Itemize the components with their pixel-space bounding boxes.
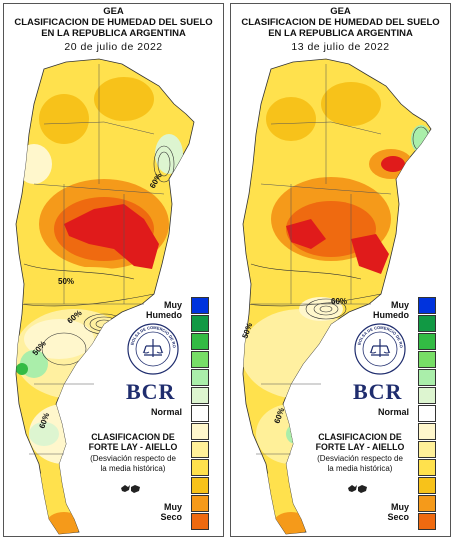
bcr-brand: BCR (353, 379, 403, 404)
legend-swatch (191, 351, 209, 368)
bcr-seal-icon: BOLSA DE COMERCIO DE ROSARIO (126, 322, 179, 375)
legend-normal-label: Normal (377, 407, 409, 417)
legend-swatch (191, 315, 209, 332)
legend-swatch (418, 405, 436, 422)
classification-title: CLASIFICACION DE FORTE LAY - AIELLO (74, 432, 192, 452)
legend-swatch (191, 387, 209, 404)
legend-swatch (191, 459, 209, 476)
legend-swatch (191, 477, 209, 494)
legend-swatch (191, 333, 209, 350)
map-date: 20 de julio de 2022 (64, 41, 163, 53)
classification-note1: (Desviación respecto de (317, 454, 403, 463)
classification-note2: la media histórica) (100, 463, 166, 473)
classification-note1: (Desviación respecto de (90, 454, 176, 463)
bcr-seal-icon: BOLSA DE COMERCIO DE ROSARIO (353, 322, 406, 375)
malvinas-islands-icon (348, 485, 367, 493)
legend-swatch (191, 495, 209, 512)
legend-swatch (191, 441, 209, 458)
legend-swatch (418, 423, 436, 440)
legend-wet-label: Muy Humedo (146, 300, 182, 320)
legend-scale (418, 297, 436, 531)
argentina-map-right: 60% 50% 60% (240, 58, 432, 535)
legend-swatch (418, 333, 436, 350)
title-line-1: CLASIFICACION DE HUMEDAD DEL SUELO (241, 17, 440, 28)
legend-swatch (191, 297, 209, 314)
legend-swatch (418, 495, 436, 512)
legend-normal-label: Normal (150, 407, 182, 417)
legend-swatch (418, 351, 436, 368)
contour-label: 50% (58, 277, 74, 286)
legend-swatch (418, 315, 436, 332)
legend-swatch (418, 297, 436, 314)
legend-dry-label: Muy Seco (160, 502, 182, 522)
map-panel-left: 60% 60% 50% 50% 60% GEA CLASIFICACION DE… (3, 3, 224, 537)
classification-note: (Desviación respecto de la media históri… (301, 454, 419, 473)
legend-swatch (191, 423, 209, 440)
org-label: GEA (330, 6, 351, 17)
bcr-brand: BCR (126, 379, 176, 404)
classification-line2: FORTE LAY - AIELLO (315, 442, 405, 452)
legend-swatch (418, 477, 436, 494)
title-line-1: CLASIFICACION DE HUMEDAD DEL SUELO (14, 17, 213, 28)
classification-line1: CLASIFICACION DE (91, 432, 175, 442)
classification-title: CLASIFICACION DE FORTE LAY - AIELLO (301, 432, 419, 452)
legend-scale (191, 297, 209, 531)
title-line-2: EN LA REPUBLICA ARGENTINA (268, 28, 413, 39)
legend-swatch (191, 405, 209, 422)
map-panel-right: 60% 50% 60% GEA CLASIFICACION DE HUMEDAD… (230, 3, 451, 537)
map-date: 13 de julio de 2022 (291, 41, 390, 53)
legend-swatch (418, 441, 436, 458)
malvinas-islands-icon (121, 485, 140, 493)
classification-line2: FORTE LAY - AIELLO (88, 442, 178, 452)
org-label: GEA (103, 6, 124, 17)
legend-dry-label: Muy Seco (387, 502, 409, 522)
classification-line1: CLASIFICACION DE (318, 432, 402, 442)
legend-swatch (191, 513, 209, 530)
legend-swatch (191, 369, 209, 386)
contour-label: 60% (331, 297, 347, 306)
legend-swatch (418, 387, 436, 404)
title-line-2: EN LA REPUBLICA ARGENTINA (41, 28, 186, 39)
legend-swatch (418, 459, 436, 476)
classification-note: (Desviación respecto de la media históri… (74, 454, 192, 473)
legend-swatch (418, 369, 436, 386)
legend-swatch (418, 513, 436, 530)
classification-note2: la media histórica) (327, 463, 393, 473)
legend-wet-label: Muy Humedo (373, 300, 409, 320)
argentina-map-left: 60% 60% 50% 50% 60% (15, 58, 195, 535)
